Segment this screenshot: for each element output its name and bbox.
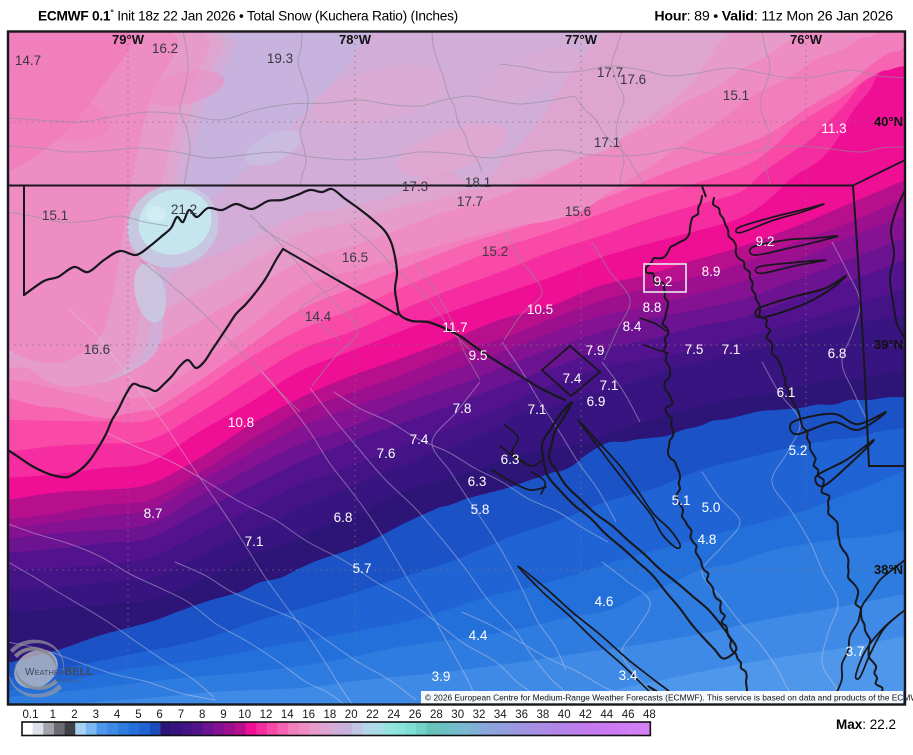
svg-text:7.9: 7.9 <box>586 343 605 358</box>
svg-text:17.1: 17.1 <box>594 135 620 150</box>
svg-text:5.8: 5.8 <box>471 502 490 517</box>
svg-text:5.2: 5.2 <box>789 443 808 458</box>
svg-text:© 2026 European Centre for Med: © 2026 European Centre for Medium-Range … <box>425 693 913 703</box>
svg-text:14.4: 14.4 <box>305 309 332 324</box>
svg-text:8.9: 8.9 <box>702 264 721 279</box>
svg-text:9.2: 9.2 <box>654 274 673 289</box>
svg-text:48: 48 <box>643 709 656 721</box>
svg-text:15.1: 15.1 <box>723 88 749 103</box>
svg-text:7.1: 7.1 <box>600 378 619 393</box>
svg-text:16.5: 16.5 <box>342 250 368 265</box>
svg-text:1: 1 <box>50 709 56 721</box>
svg-text:6.3: 6.3 <box>468 474 487 489</box>
svg-text:7.1: 7.1 <box>528 402 547 417</box>
svg-text:78°W: 78°W <box>339 32 372 47</box>
svg-text:7.4: 7.4 <box>410 432 429 447</box>
svg-text:Hour: 89 • Valid: 11z Mon 26 J: Hour: 89 • Valid: 11z Mon 26 Jan 2026 <box>654 9 893 25</box>
svg-text:24: 24 <box>387 709 400 721</box>
svg-text:38: 38 <box>537 709 550 721</box>
svg-text:7.1: 7.1 <box>245 534 264 549</box>
svg-text:38°N: 38°N <box>874 562 903 577</box>
svg-text:8.8: 8.8 <box>643 300 662 315</box>
svg-text:10.8: 10.8 <box>228 415 254 430</box>
svg-text:3.9: 3.9 <box>432 669 451 684</box>
svg-text:15.2: 15.2 <box>482 244 508 259</box>
svg-text:4.6: 4.6 <box>595 594 614 609</box>
svg-text:30: 30 <box>451 709 464 721</box>
svg-text:5.0: 5.0 <box>702 500 721 515</box>
svg-text:44: 44 <box>600 709 613 721</box>
svg-text:3.7: 3.7 <box>846 644 865 659</box>
svg-text:6.1: 6.1 <box>777 385 796 400</box>
svg-text:17.6: 17.6 <box>620 72 646 87</box>
svg-text:5: 5 <box>135 709 141 721</box>
svg-text:16: 16 <box>302 709 315 721</box>
svg-text:36: 36 <box>515 709 528 721</box>
svg-text:9: 9 <box>220 709 226 721</box>
svg-text:20: 20 <box>345 709 358 721</box>
svg-text:28: 28 <box>430 709 443 721</box>
svg-text:26: 26 <box>409 709 422 721</box>
svg-text:6.8: 6.8 <box>334 510 353 525</box>
svg-text:14.7: 14.7 <box>15 53 41 68</box>
svg-text:17.7: 17.7 <box>597 65 623 80</box>
svg-text:9.5: 9.5 <box>469 348 488 363</box>
svg-text:6: 6 <box>156 709 162 721</box>
svg-text:7.6: 7.6 <box>377 446 396 461</box>
svg-text:21.2: 21.2 <box>171 202 197 217</box>
svg-text:17.7: 17.7 <box>457 194 483 209</box>
svg-text:11.7: 11.7 <box>442 320 467 335</box>
svg-text:10: 10 <box>238 709 251 721</box>
svg-text:16.6: 16.6 <box>84 342 110 357</box>
svg-text:4: 4 <box>114 709 121 721</box>
svg-text:11.3: 11.3 <box>821 121 846 136</box>
svg-text:12: 12 <box>260 709 273 721</box>
svg-text:42: 42 <box>579 709 592 721</box>
svg-text:Max: 22.2: Max: 22.2 <box>836 717 896 732</box>
svg-text:3.4: 3.4 <box>619 668 638 683</box>
svg-text:77°W: 77°W <box>565 32 598 47</box>
svg-text:7.8: 7.8 <box>453 401 472 416</box>
svg-text:18.1: 18.1 <box>465 175 491 190</box>
svg-text:4.4: 4.4 <box>469 628 488 643</box>
svg-text:ECMWF 0.1° Init 18z 22 Jan 202: ECMWF 0.1° Init 18z 22 Jan 2026 • Total … <box>38 8 458 24</box>
svg-text:4.8: 4.8 <box>698 532 717 547</box>
svg-text:7.5: 7.5 <box>685 342 704 357</box>
svg-text:17.3: 17.3 <box>402 179 428 194</box>
svg-text:8.4: 8.4 <box>623 319 642 334</box>
svg-text:10.5: 10.5 <box>527 302 553 317</box>
svg-text:15.6: 15.6 <box>565 204 591 219</box>
svg-text:WEATHERBELL: WEATHERBELL <box>25 666 93 678</box>
svg-text:7.1: 7.1 <box>722 342 741 357</box>
svg-text:40°N: 40°N <box>874 114 903 129</box>
svg-text:76°W: 76°W <box>790 32 823 47</box>
svg-text:14: 14 <box>281 709 294 721</box>
svg-text:0.1: 0.1 <box>23 709 39 721</box>
svg-text:6.3: 6.3 <box>501 452 520 467</box>
svg-text:15.1: 15.1 <box>42 208 68 223</box>
svg-text:32: 32 <box>473 709 486 721</box>
svg-text:34: 34 <box>494 709 507 721</box>
svg-text:22: 22 <box>366 709 379 721</box>
svg-text:8: 8 <box>199 709 205 721</box>
svg-text:5.1: 5.1 <box>672 493 691 508</box>
svg-text:18: 18 <box>324 709 337 721</box>
svg-text:7.4: 7.4 <box>563 371 582 386</box>
svg-text:7: 7 <box>178 709 184 721</box>
svg-text:6.9: 6.9 <box>587 394 606 409</box>
svg-text:79°W: 79°W <box>112 32 145 47</box>
svg-text:3: 3 <box>93 709 99 721</box>
svg-text:46: 46 <box>622 709 635 721</box>
svg-text:Analytics LLC: Analytics LLC <box>56 678 84 683</box>
svg-text:8.7: 8.7 <box>144 506 163 521</box>
svg-text:39°N: 39°N <box>874 337 903 352</box>
svg-text:2: 2 <box>71 709 77 721</box>
svg-text:16.2: 16.2 <box>152 41 178 56</box>
svg-text:9.2: 9.2 <box>756 234 775 249</box>
svg-text:40: 40 <box>558 709 571 721</box>
svg-text:19.3: 19.3 <box>267 51 293 66</box>
svg-text:6.8: 6.8 <box>828 346 847 361</box>
svg-text:5.7: 5.7 <box>353 561 372 576</box>
